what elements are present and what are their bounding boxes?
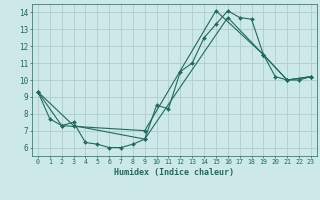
X-axis label: Humidex (Indice chaleur): Humidex (Indice chaleur) (115, 168, 234, 177)
